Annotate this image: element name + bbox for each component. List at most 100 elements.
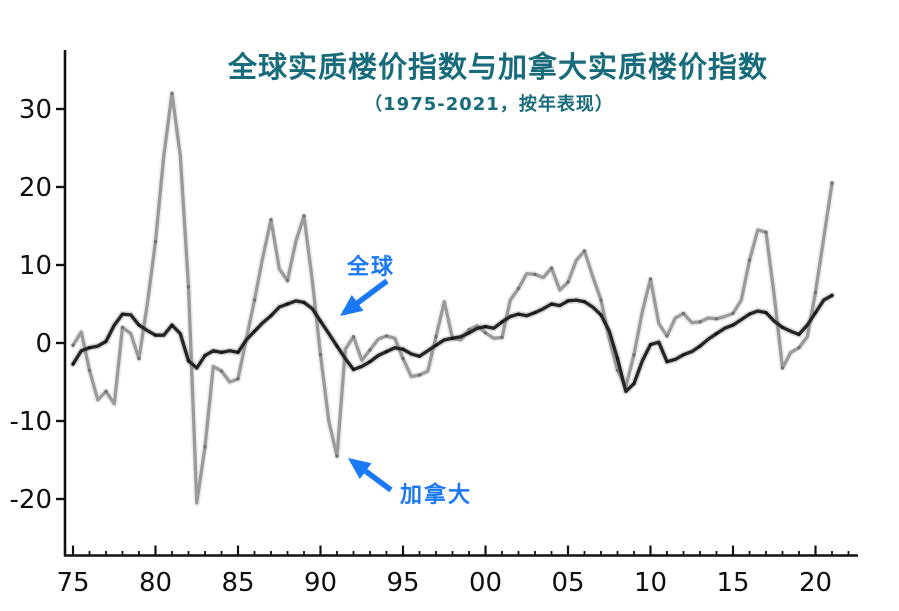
data-point-global [137, 323, 141, 327]
x-tick-label: 05 [551, 568, 584, 598]
data-point-global [681, 353, 686, 357]
data-point-global [401, 347, 405, 351]
data-point-canada [153, 239, 158, 244]
y-tick-label: -10 [10, 407, 52, 437]
data-point-canada [500, 335, 504, 340]
data-point-global [71, 362, 75, 366]
data-point-global [665, 360, 669, 364]
data-point-global [467, 331, 471, 335]
data-point-global [203, 353, 207, 358]
data-point-global [698, 344, 702, 348]
data-point-canada [417, 373, 422, 377]
data-point-global [632, 381, 636, 386]
data-point-global [780, 325, 785, 330]
data-point-global [252, 329, 257, 333]
series-canada [69, 90, 836, 507]
data-point-canada [203, 445, 207, 449]
data-point-global [120, 312, 125, 316]
data-point-canada [648, 277, 653, 281]
data-point-global [813, 310, 818, 315]
data-point-global [533, 310, 537, 315]
data-point-canada [698, 320, 702, 324]
data-point-global [747, 312, 752, 316]
data-point-global [302, 300, 306, 305]
data-point-global [450, 336, 455, 341]
data-point-global [318, 319, 323, 323]
x-tick-label: 90 [304, 568, 337, 598]
data-point-canada [632, 353, 636, 357]
data-point-canada [186, 285, 191, 289]
data-point-global [615, 356, 620, 361]
x-tick-label: 15 [716, 568, 749, 598]
data-point-canada [483, 331, 488, 335]
data-point-canada [120, 325, 125, 330]
y-tick-label: 20 [19, 173, 52, 203]
data-point-global [384, 349, 389, 354]
data-point-global [549, 302, 554, 306]
data-point-canada [731, 311, 735, 316]
data-point-global [830, 293, 834, 298]
global-annotation-arrow [340, 278, 389, 316]
series-global [69, 292, 836, 395]
data-point-global [582, 299, 587, 304]
x-tick-label: 10 [634, 568, 667, 598]
data-point-canada [137, 356, 141, 361]
data-point-canada [813, 290, 818, 294]
x-tick-label: 00 [469, 568, 502, 598]
data-point-global [269, 314, 273, 318]
data-point-global [599, 313, 603, 317]
data-point-canada [351, 335, 356, 339]
data-point-canada [830, 181, 834, 185]
data-point-global [797, 332, 801, 337]
data-point-canada [219, 369, 224, 373]
data-point-canada [516, 286, 521, 291]
annotation-label-global: 全球 [347, 255, 396, 280]
data-point-canada [747, 258, 752, 263]
data-point-global [186, 359, 191, 363]
data-point-global [335, 344, 339, 348]
data-point-canada [566, 280, 570, 284]
data-point-global [648, 342, 653, 347]
data-point-global [566, 299, 570, 303]
data-point-canada [681, 311, 686, 316]
y-tick-label: -20 [10, 485, 52, 515]
x-tick-label: 20 [799, 568, 832, 598]
x-tick-label: 80 [139, 568, 172, 598]
data-point-canada [764, 230, 768, 234]
annotation-label-canada: 加拿大 [400, 483, 473, 508]
data-point-global [764, 310, 768, 315]
data-point-global [368, 360, 372, 364]
data-point-canada [599, 298, 603, 302]
data-point-canada [368, 348, 372, 352]
canada-annotation-arrow [348, 458, 393, 493]
data-point-global [417, 354, 422, 358]
y-tick-label: 0 [35, 329, 52, 359]
y-tick-label: 30 [19, 95, 52, 125]
data-point-canada [318, 353, 323, 357]
data-point-canada [285, 278, 290, 283]
y-tick-label: 10 [19, 251, 52, 281]
data-point-canada [335, 454, 339, 458]
data-point-canada [269, 218, 273, 222]
data-point-canada [384, 334, 389, 338]
data-point-canada [549, 266, 554, 270]
data-point-global [351, 367, 356, 372]
data-point-canada [780, 366, 785, 370]
chart-title: 全球实质楼价指数与加拿大实质楼价指数 [227, 50, 768, 84]
data-point-canada [797, 345, 801, 350]
data-point-global [87, 345, 92, 350]
x-tick-label: 95 [386, 568, 419, 598]
data-point-global [731, 323, 735, 327]
data-point-global [500, 320, 504, 324]
data-point-global [170, 323, 174, 327]
data-point-canada [104, 389, 108, 394]
data-point-global [153, 333, 158, 337]
data-point-canada [714, 317, 719, 321]
axes: 30 20 10 0 -10 -20 75 80 85 90 95 00 05 10 15 20 [10, 50, 858, 598]
data-point-canada [170, 91, 174, 96]
data-point-canada [236, 377, 240, 381]
data-point-global [714, 331, 719, 336]
data-point-canada [582, 249, 587, 253]
data-point-canada [401, 356, 405, 361]
